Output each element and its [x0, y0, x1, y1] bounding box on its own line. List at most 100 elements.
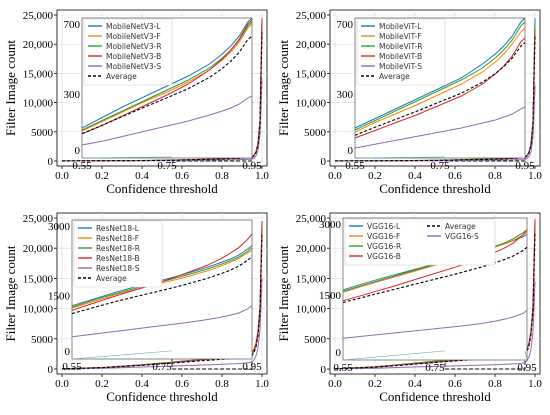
x-tick-label: 0.4	[135, 170, 149, 182]
y-tick-label: 15,000	[23, 68, 54, 80]
inset-x-tick-label: 0.55	[333, 362, 353, 374]
legend-box	[83, 18, 173, 86]
x-tick-label: 0.0	[328, 170, 342, 182]
x-tick-label: 0.8	[215, 378, 229, 390]
x-tick-label: 0.6	[448, 170, 462, 182]
inset-y-tick-label: 300	[64, 89, 81, 101]
y-tick-label: 0	[321, 364, 327, 376]
inset-x-tick-label: 0.75	[425, 362, 445, 374]
legend-label: Average	[96, 274, 127, 283]
inset-x-tick-label: 0.75	[157, 160, 177, 172]
x-tick-label: 1.0	[528, 170, 542, 182]
inset-y-tick-label: 1500	[319, 290, 342, 302]
legend-label: MobileNetV3-B	[106, 52, 161, 61]
x-axis-label: Confidence threshold	[379, 389, 491, 404]
inset-series-line-vgg16-s	[342, 309, 528, 339]
chart-panel-bottom-right: 0.0 0.2 0.4 0.6 0.8 1.0 0 5000 10,000 15,000 20,00…	[276, 212, 542, 404]
series-line-average	[61, 235, 263, 370]
legend-box	[73, 220, 163, 288]
legend-label: VGG16-S	[445, 232, 479, 241]
x-tick-label: 0.2	[95, 170, 109, 182]
x-tick-label: 1.0	[528, 378, 542, 390]
x-tick-label: 0.0	[55, 378, 69, 390]
y-tick-label: 0	[48, 156, 54, 168]
y-axis-label: Filter Image count	[276, 40, 291, 136]
inset-series-line-resnet18-b	[71, 233, 253, 311]
legend-label: MobileNetV3-S	[106, 62, 161, 71]
legend-label: MobileViT-L	[379, 22, 422, 31]
inset-series-line-mobilenetv3-r	[81, 21, 253, 131]
legend-label: MobileNetV3-L	[106, 22, 161, 31]
inset-connector	[524, 350, 528, 361]
y-tick-label: 0	[321, 156, 327, 168]
x-axis-label: Confidence threshold	[106, 389, 218, 404]
inset-y-tick-label: 3000	[48, 221, 71, 233]
y-tick-label: 5000	[304, 127, 327, 139]
inset-series-line-average	[342, 246, 528, 304]
y-axis-label: Filter Image count	[3, 245, 18, 341]
chart-panel-top-left: 0.0 0.2 0.4 0.6 0.8 1.0 0 5000 10,000 15,000 20,00…	[3, 9, 269, 196]
inset-y-tick-label: 1500	[48, 291, 71, 303]
inset-series-line-average	[81, 35, 253, 135]
inset-x-tick-label: 0.55	[72, 160, 92, 172]
y-tick-label: 5000	[304, 334, 327, 346]
inset-x-tick-label: 0.55	[345, 160, 365, 172]
legend: MobileViT-LMobileViT-FMobileViT-RMobileV…	[356, 18, 446, 86]
y-tick-label: 5000	[31, 334, 54, 346]
series-line-vgg16-s	[334, 281, 536, 370]
x-tick-label: 0.6	[175, 170, 189, 182]
x-tick-label: 0.4	[408, 170, 422, 182]
inset-y-tick-label: 0	[75, 145, 81, 157]
y-tick-label: 25,000	[296, 10, 327, 22]
inset-series-line-mobilevit-s	[354, 106, 526, 149]
inset-x-tick-label: 0.95	[242, 361, 262, 373]
inset-y-tick-label: 3000	[319, 219, 342, 231]
legend-label: ResNet18-R	[96, 244, 140, 253]
legend-label: MobileViT-S	[379, 62, 422, 71]
inset-series-line-mobilevit-f	[354, 27, 526, 133]
x-tick-label: 0.8	[488, 378, 502, 390]
x-tick-label: 1.0	[255, 378, 269, 390]
legend-label: VGG16-R	[367, 242, 401, 251]
inset-series-line-resnet18-s	[71, 305, 253, 338]
x-tick-label: 0.0	[328, 378, 342, 390]
series-line-resnet18-s	[61, 278, 263, 370]
inset-x-tick-label: 0.75	[152, 361, 172, 373]
x-tick-label: 1.0	[255, 170, 269, 182]
x-tick-label: 0.8	[488, 170, 502, 182]
inset-connector	[71, 350, 173, 360]
legend-label: MobileNetV3-F	[106, 32, 161, 41]
series-line-average	[61, 32, 263, 162]
x-tick-label: 0.0	[55, 170, 69, 182]
inset-series-line-resnet18-l	[71, 245, 253, 307]
x-tick-label: 0.4	[408, 378, 422, 390]
inset-y-tick-label: 0	[65, 346, 71, 358]
legend-label: ResNet18-L	[96, 224, 140, 233]
x-axis-label: Confidence threshold	[379, 181, 491, 196]
legend-box	[356, 18, 446, 86]
inset-y-tick-label: 700	[64, 19, 81, 31]
y-tick-label: 15,000	[296, 68, 327, 80]
x-tick-label: 0.6	[175, 378, 189, 390]
y-tick-label: 10,000	[296, 98, 327, 110]
y-tick-label: 15,000	[296, 273, 327, 285]
inset-y-tick-label: 700	[337, 19, 354, 31]
y-tick-label: 15,000	[23, 273, 54, 285]
y-axis-label: Filter Image count	[276, 245, 291, 341]
x-tick-label: 0.2	[368, 170, 382, 182]
inset-series-line-mobilenetv3-f	[81, 23, 253, 132]
inset-x-tick-label: 0.95	[515, 160, 535, 172]
inset-series-line-resnet18-r	[71, 247, 253, 308]
x-tick-label: 0.6	[448, 378, 462, 390]
legend-label: MobileViT-F	[379, 32, 422, 41]
inset-series-line-mobilenetv3-l	[81, 17, 253, 129]
legend-label: MobileNetV3-R	[106, 42, 162, 51]
inset-y-tick-label: 300	[337, 89, 354, 101]
series-line-average	[334, 35, 536, 162]
legend-label: ResNet18-F	[96, 234, 139, 243]
chart-panel-top-right: 0.0 0.2 0.4 0.6 0.8 1.0 0 5000 10,000 15,000 20,00…	[276, 9, 542, 196]
legend-label: VGG16-F	[367, 232, 400, 241]
inset-series-line-mobilevit-l	[354, 17, 526, 129]
